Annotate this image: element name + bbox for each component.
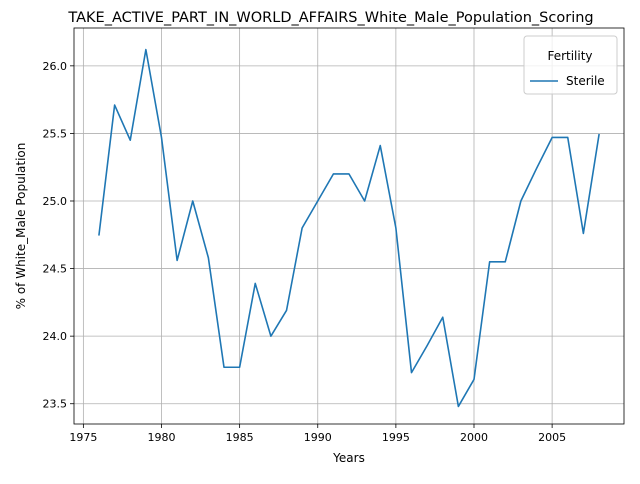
data-point bbox=[176, 259, 178, 261]
x-ticks: 1975 1980 1985 1990 1995 2000 2005 bbox=[69, 424, 566, 444]
data-point bbox=[582, 232, 584, 234]
data-point bbox=[473, 378, 475, 380]
data-point bbox=[504, 261, 506, 263]
data-point bbox=[160, 136, 162, 138]
y-tick-label: 24.0 bbox=[43, 330, 68, 343]
data-point bbox=[317, 200, 319, 202]
data-point bbox=[363, 200, 365, 202]
data-point bbox=[285, 309, 287, 311]
legend-label-sterile: Sterile bbox=[566, 74, 605, 88]
data-point bbox=[192, 200, 194, 202]
y-tick-label: 24.5 bbox=[43, 263, 68, 276]
data-point bbox=[145, 48, 147, 50]
data-point bbox=[488, 261, 490, 263]
data-point bbox=[348, 173, 350, 175]
data-point bbox=[98, 234, 100, 236]
y-tick-label: 25.0 bbox=[43, 195, 68, 208]
series-line-sterile bbox=[98, 48, 600, 408]
x-axis-label: Years bbox=[332, 451, 365, 465]
data-point bbox=[270, 335, 272, 337]
x-tick-label: 1995 bbox=[382, 431, 410, 444]
plot-frame bbox=[73, 27, 625, 425]
x-tick-label: 2005 bbox=[538, 431, 566, 444]
data-point bbox=[332, 173, 334, 175]
chart-title: TAKE_ACTIVE_PART_IN_WORLD_AFFAIRS_White_… bbox=[67, 10, 593, 26]
x-tick-label: 1985 bbox=[226, 431, 254, 444]
data-point bbox=[520, 200, 522, 202]
series-layer bbox=[98, 48, 600, 408]
y-axis-label: % of White_Male Population bbox=[14, 143, 28, 310]
x-tick-label: 1975 bbox=[69, 431, 97, 444]
data-point bbox=[301, 227, 303, 229]
data-point bbox=[223, 366, 225, 368]
y-tick-label: 26.0 bbox=[43, 60, 68, 73]
grid bbox=[74, 28, 624, 424]
data-point bbox=[457, 405, 459, 407]
data-point bbox=[129, 139, 131, 141]
data-point bbox=[551, 136, 553, 138]
data-point bbox=[254, 282, 256, 284]
data-point bbox=[410, 371, 412, 373]
data-point bbox=[598, 134, 600, 136]
x-tick-label: 1990 bbox=[304, 431, 332, 444]
legend-title: Fertility bbox=[547, 49, 592, 63]
data-point bbox=[442, 316, 444, 318]
data-point bbox=[207, 257, 209, 259]
data-point bbox=[535, 167, 537, 169]
y-tick-label: 23.5 bbox=[43, 398, 68, 411]
legend-box bbox=[523, 35, 618, 95]
x-tick-label: 2000 bbox=[460, 431, 488, 444]
data-point bbox=[395, 227, 397, 229]
data-point bbox=[567, 136, 569, 138]
legend: Fertility Sterile bbox=[523, 35, 618, 95]
y-ticks: 23.5 24.0 24.5 25.0 25.5 26.0 bbox=[43, 60, 74, 411]
data-point bbox=[426, 344, 428, 346]
data-point bbox=[379, 144, 381, 146]
x-tick-label: 1980 bbox=[148, 431, 176, 444]
data-point bbox=[238, 366, 240, 368]
data-point bbox=[113, 104, 115, 106]
y-tick-label: 25.5 bbox=[43, 127, 68, 140]
